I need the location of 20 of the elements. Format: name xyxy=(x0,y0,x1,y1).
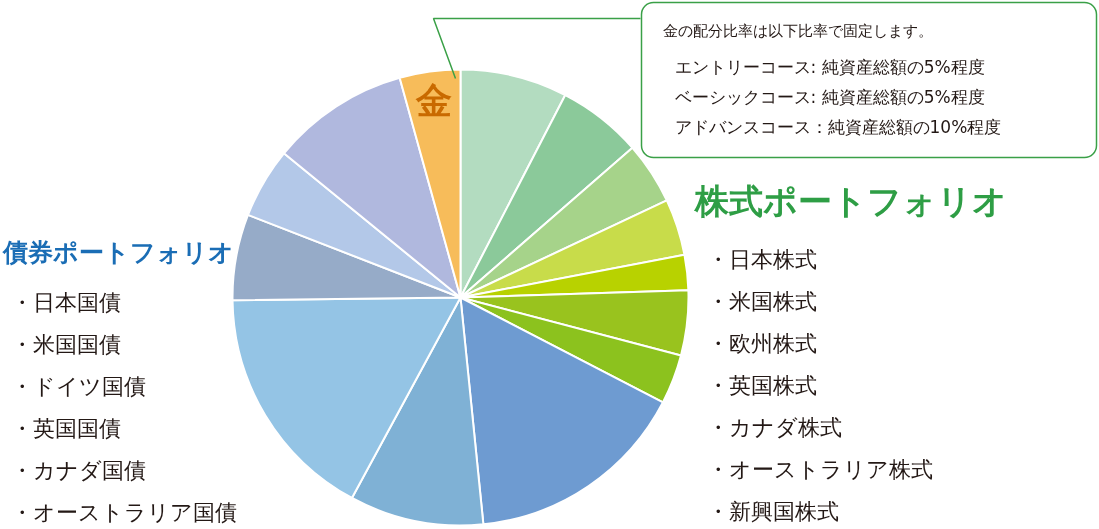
text: エントリーコース: 純資産総額の5%程度 xyxy=(674,56,985,77)
text: ・新興国株式 xyxy=(706,499,839,524)
text: アドバンスコース：純資産総額の10%程度 xyxy=(674,116,1002,137)
text: ・英国株式 xyxy=(706,373,817,398)
text: ・米国株式 xyxy=(706,289,817,314)
text: ・カナダ国債 xyxy=(10,458,146,483)
text: ・日本株式 xyxy=(706,247,817,272)
text: ・米国国債 xyxy=(10,332,121,357)
text: 金の配分比率は以下比率で固定します。 xyxy=(662,21,933,40)
text: ・欧州株式 xyxy=(706,331,817,356)
text: ・ドイツ国債 xyxy=(10,374,146,399)
text: ・英国国債 xyxy=(10,416,121,441)
text: ・オーストラリア株式 xyxy=(706,457,933,482)
text: ・日本国債 xyxy=(10,290,121,315)
text: ・オーストラリア国債 xyxy=(10,500,237,525)
text: ・カナダ株式 xyxy=(706,415,842,440)
text: 株式ポートフォリオ xyxy=(692,180,1007,221)
slice-label: 金 xyxy=(414,80,452,122)
text: 債券ポートフォリオ xyxy=(1,238,234,267)
text: ベーシックコース: 純資産総額の5%程度 xyxy=(674,86,985,107)
